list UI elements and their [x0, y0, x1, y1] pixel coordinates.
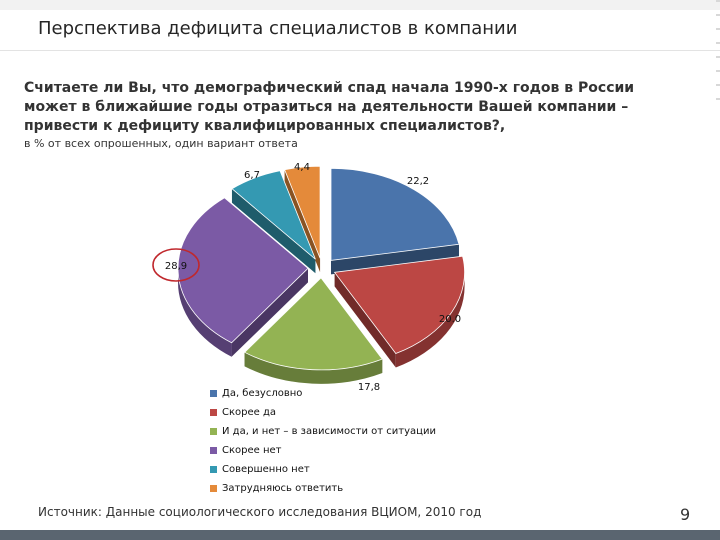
legend-label: Да, безусловно — [222, 388, 303, 399]
pie-slice — [231, 170, 316, 260]
pie-value-label: 17,8 — [358, 382, 380, 392]
highlight-circle — [152, 248, 200, 282]
chart-legend: Да, безусловно Скорее да И да, и нет – в з… — [210, 388, 510, 502]
legend-label: И да, и нет – в зависимости от ситуации — [222, 426, 436, 437]
slide-title: Перспектива дефицита специалистов в комп… — [38, 18, 518, 39]
legend-label: Скорее да — [222, 407, 277, 418]
legend-swatch — [210, 466, 217, 473]
source-note: Источник: Данные социологического исслед… — [38, 505, 482, 519]
pie-value-label: 4,4 — [294, 162, 310, 173]
legend-item: И да, и нет – в зависимости от ситуации — [210, 426, 510, 445]
legend-item: Да, безусловно — [210, 388, 510, 407]
pie-value-label: 6,7 — [244, 170, 260, 181]
pie-chart: 22,2 20.0 17,8 28,9 6,7 4,4 — [152, 162, 465, 392]
title-divider — [0, 50, 720, 51]
survey-question: Считаете ли Вы, что демографический спад… — [24, 80, 635, 134]
legend-swatch — [210, 390, 217, 397]
pie-slice-side — [178, 268, 232, 357]
chart-subtitle: в % от всех опрошенных, один вариант отв… — [24, 137, 298, 150]
pie-slice — [243, 277, 383, 371]
pie-slice-wall — [330, 168, 459, 275]
pie-slice — [330, 168, 460, 261]
pie-slice-side — [395, 272, 465, 368]
legend-label: Совершенно нет — [222, 464, 310, 475]
legend-item: Совершенно нет — [210, 464, 510, 483]
page-number: 9 — [680, 505, 691, 524]
legend-swatch — [210, 485, 217, 492]
pie-slice — [333, 255, 465, 354]
pie-slice-wall — [231, 170, 316, 274]
legend-item: Скорее нет — [210, 445, 510, 464]
legend-swatch — [210, 428, 217, 435]
legend-swatch — [210, 409, 217, 416]
pie-slice-side — [244, 352, 383, 384]
pie-value-label: 20.0 — [439, 314, 461, 325]
legend-label: Скорее нет — [222, 445, 282, 456]
legend-item: Затрудняюсь ответить — [210, 483, 510, 502]
bottom-bar — [0, 530, 720, 540]
legend-swatch — [210, 447, 217, 454]
legend-item: Скорее да — [210, 407, 510, 426]
pie-value-label: 28,9 — [165, 261, 187, 272]
legend-label: Затрудняюсь ответить — [222, 483, 344, 494]
top-rule — [0, 0, 720, 10]
pie-value-label: 22,2 — [407, 176, 429, 187]
pie-slice — [177, 197, 309, 344]
pie-slice — [284, 165, 321, 259]
